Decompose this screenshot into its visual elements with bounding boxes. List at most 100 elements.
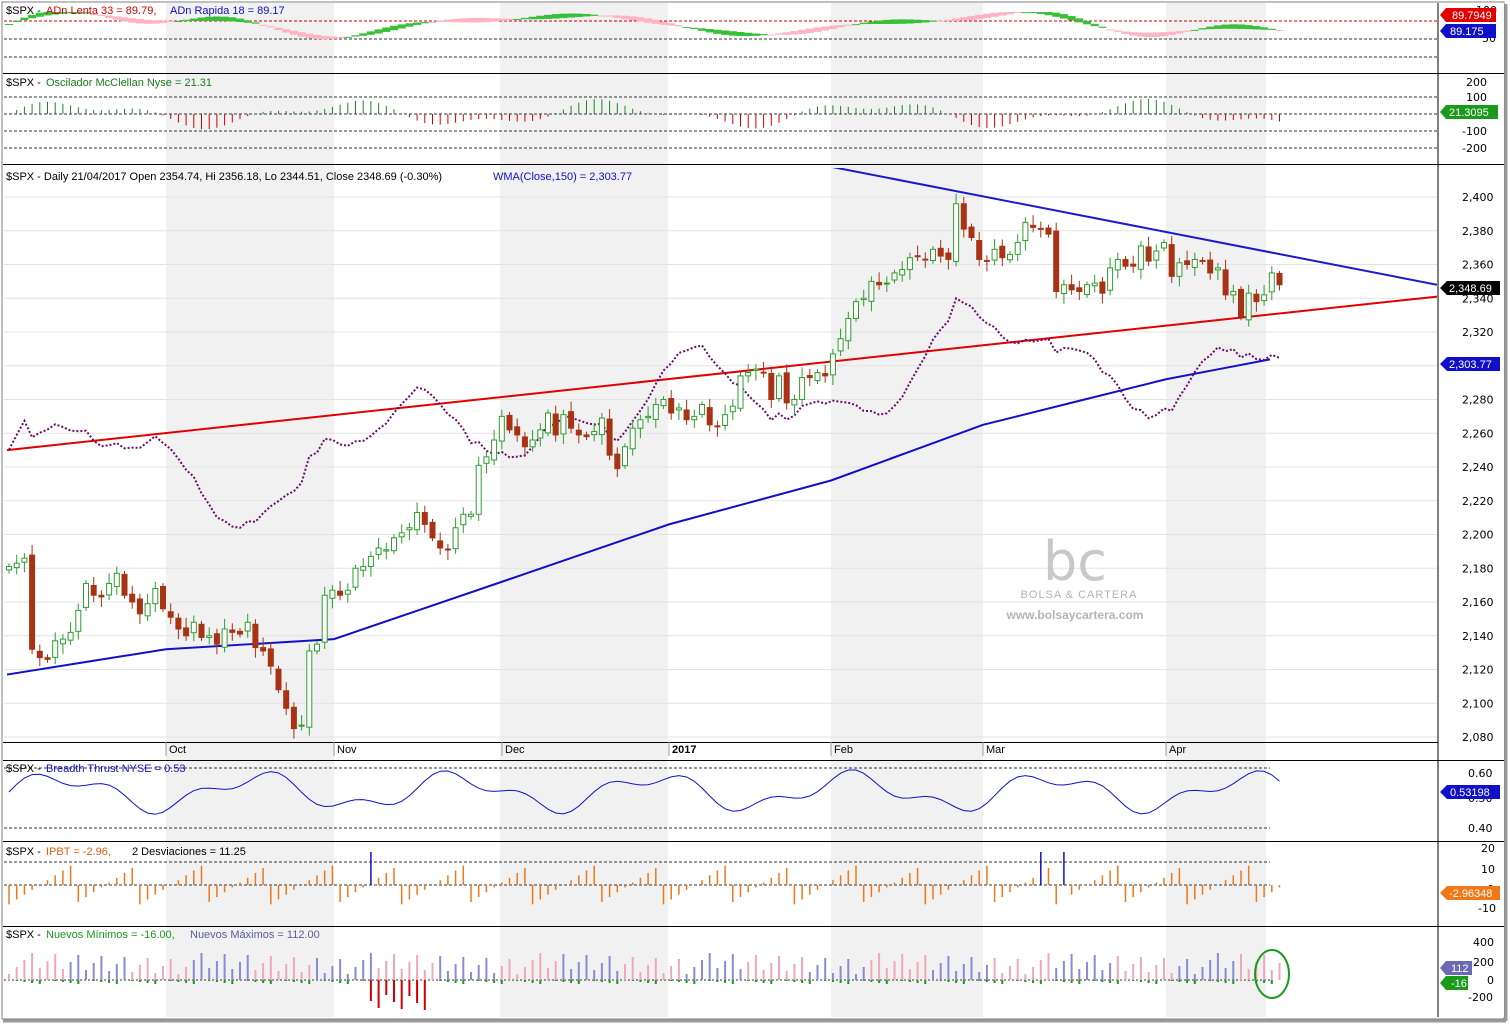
adn-band-segment [43, 12, 52, 16]
candle-body [1161, 242, 1167, 249]
candle-body [391, 537, 397, 552]
ipbt-tick-m10: -10 [1478, 902, 1496, 915]
adn-band-segment [82, 12, 90, 14]
adn-band-segment [590, 14, 599, 16]
breadth-tick-040: 0.40 [1468, 822, 1493, 835]
adn-band-segment [151, 20, 160, 24]
candle-body [90, 584, 97, 596]
ipbt-desv-label: 2 Desviaciones = 11.25 [132, 846, 246, 858]
dotted-oscillator-line [8, 296, 1280, 529]
adn-band-segment [1198, 28, 1207, 30]
price-tick-label: 2,140 [1462, 630, 1494, 643]
candle-body [1099, 281, 1106, 294]
nuevos-panel [4, 949, 1290, 1010]
candle-body [237, 630, 243, 635]
candle-body [729, 405, 736, 413]
candle-body [383, 549, 390, 552]
adn-lenta-label: ADn Lenta 33 = 89.79, [46, 5, 156, 17]
adn-band-segment [659, 21, 668, 25]
candle-body [845, 318, 852, 342]
watermark-logo: bc [1043, 530, 1107, 593]
adn-band-segment [1221, 24, 1230, 29]
adn-band-segment [166, 20, 175, 23]
candle-body [1153, 250, 1160, 261]
candle-body [976, 240, 983, 260]
adn-band-segment [205, 16, 214, 21]
nuevos-max-badge: 112 [1440, 961, 1472, 975]
candle-body [1107, 267, 1114, 291]
candle-body [160, 585, 166, 610]
adn-rapida-label: ADn Rapida 18 = 89.17 [170, 5, 285, 17]
candle-body [121, 573, 128, 596]
candle-body [799, 377, 806, 400]
adn-band-segment [505, 18, 514, 21]
adn-band-segment [551, 14, 560, 19]
price-tick-label: 2,200 [1462, 529, 1494, 542]
candle-body [414, 512, 421, 531]
adn-band-segment [120, 17, 129, 22]
adn-band-segment [567, 13, 576, 18]
adn-band-segment [1152, 32, 1161, 37]
adn-band-segment [1075, 18, 1084, 23]
adn-band-segment [74, 12, 83, 14]
adn-band-segment [721, 30, 730, 35]
candle-body [59, 638, 66, 645]
adn-band-segment [1113, 30, 1122, 32]
adn-band-segment [305, 33, 314, 39]
adn-band-segment [644, 18, 653, 23]
adn-band-segment [66, 12, 75, 14]
breadth-thrust-line [8, 769, 1280, 815]
candle-body [960, 203, 967, 230]
candle-body [822, 373, 829, 377]
adn-value-blue: 89.175 [1450, 26, 1484, 38]
adn-band-segment [220, 16, 229, 22]
candle-body [1176, 262, 1183, 277]
adn-band-segment [35, 12, 44, 17]
candle-body [483, 456, 490, 464]
adn-band-segment [574, 13, 583, 17]
adn-band-segment [1275, 30, 1284, 32]
month-label: Mar [986, 744, 1005, 756]
candle-body [1268, 272, 1275, 293]
adn-label-prefix: $SPX - [6, 5, 41, 17]
mc-tick-100: 100 [1466, 91, 1487, 104]
candle-body [1022, 221, 1029, 242]
adn-band-segment [882, 19, 891, 24]
panel-borders [3, 3, 1504, 1017]
watermark-name: BOLSA & CARTERA [1021, 589, 1138, 601]
candle-body [514, 426, 521, 436]
adn-band-segment [1090, 23, 1099, 27]
candle-body [1037, 227, 1044, 230]
month-label: Apr [1169, 744, 1186, 756]
adn-band-segment [767, 34, 776, 36]
mcclellan-label: Oscilador McClellan Nyse = 21.31 [46, 77, 212, 89]
candle-body [252, 623, 259, 649]
candle-body [906, 257, 913, 271]
candle-body [329, 589, 336, 599]
candle-body [1214, 267, 1221, 271]
adn-band-segment [744, 32, 753, 37]
mc-tick-m100: -100 [1462, 125, 1487, 138]
candle-body [136, 598, 143, 615]
candle-body [1114, 258, 1121, 271]
candle-body [498, 415, 505, 442]
adn-band-segment [328, 36, 337, 39]
adn-band-segment [259, 24, 268, 26]
candle-body [606, 418, 613, 456]
candle-body [1007, 253, 1013, 261]
month-label: Dec [505, 744, 525, 756]
candle-body [83, 582, 89, 608]
adn-band-segment [821, 26, 830, 31]
adn-band-segment [905, 19, 914, 24]
adn-band-segment [289, 30, 298, 35]
nuevos-min-badge: -16 [1440, 976, 1468, 990]
adn-band-segment [135, 19, 144, 24]
highlight-circle [1254, 949, 1290, 999]
candle-body [1238, 288, 1244, 318]
candle-body [1122, 258, 1129, 267]
candle-body [552, 413, 559, 436]
price-tick-label: 2,120 [1462, 664, 1494, 677]
adn-band-segment [921, 20, 930, 23]
adn-band-segment [636, 17, 645, 22]
adn-band-segment [944, 19, 953, 21]
